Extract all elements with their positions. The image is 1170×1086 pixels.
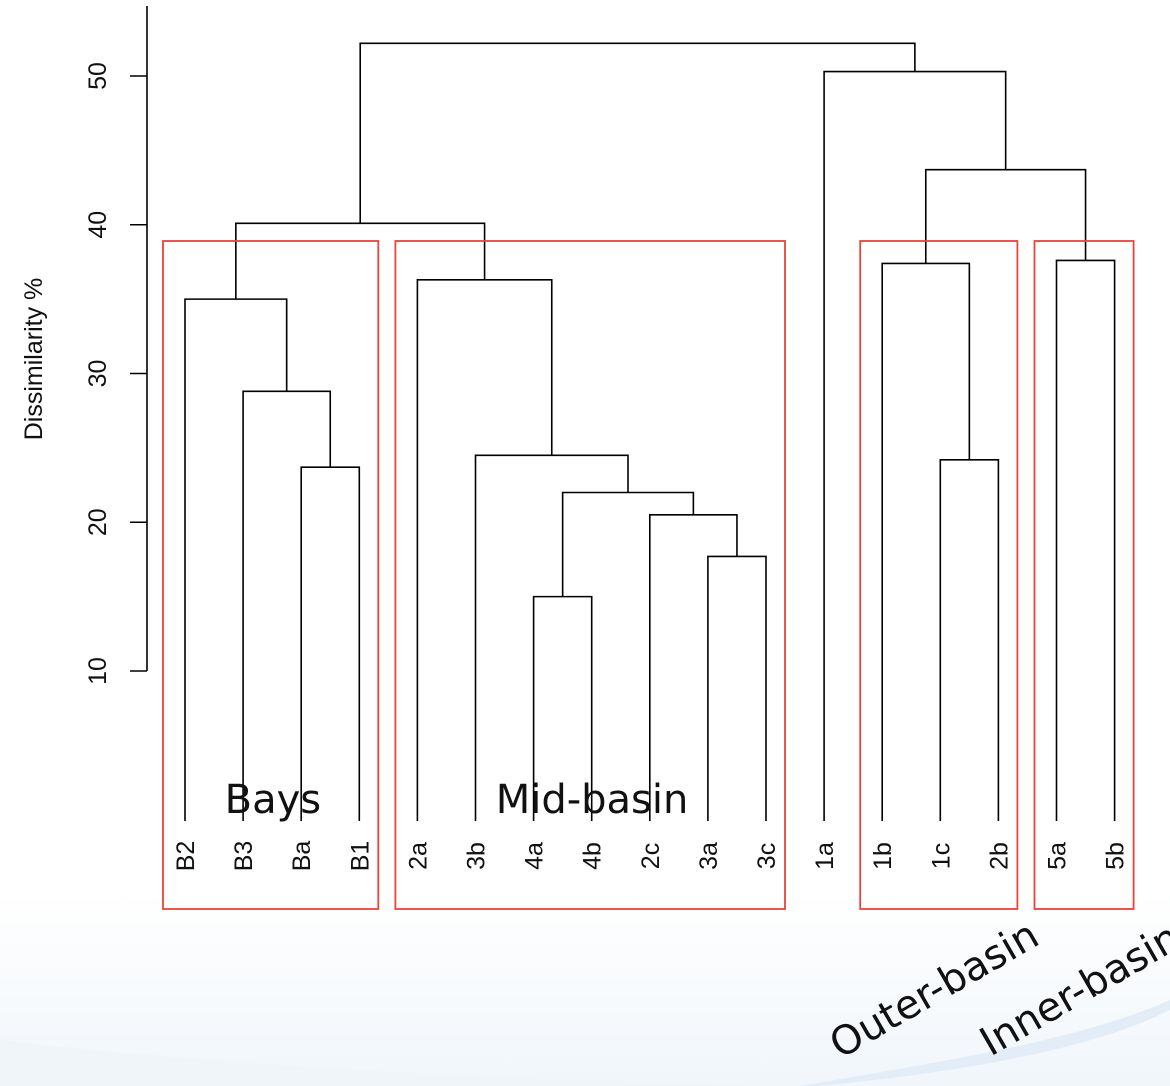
- dendrogram-link: [242, 390, 332, 821]
- dendrogram-link: [184, 298, 288, 821]
- cluster-box: [1033, 240, 1135, 910]
- cluster-box: [162, 240, 380, 910]
- cluster-box: [859, 240, 1019, 910]
- dendrogram-link: [474, 454, 629, 821]
- dendrogram-link: [707, 555, 767, 821]
- dendrogram-link: [359, 42, 916, 224]
- leaf-label: 1a: [811, 842, 839, 870]
- leaf-label: 3b: [463, 842, 491, 870]
- y-tick-label: 30: [84, 360, 112, 388]
- cluster-box: [394, 240, 786, 910]
- leaf-label: 3c: [753, 843, 781, 869]
- y-tick-label: 20: [84, 508, 112, 536]
- y-axis: 10 20 30 40 50: [84, 6, 148, 685]
- dendrogram-link: [924, 168, 1087, 264]
- leaf-label: B1: [346, 841, 374, 872]
- dendrogram-link: [649, 514, 738, 821]
- leaf-labels: B2 B3 Ba B1 2a 3b 4a 4b 2c 3a 3c 1a 1b 1c 2b 5a 5b: [172, 841, 1130, 872]
- leaf-label: B3: [230, 841, 258, 872]
- leaf-label: 4a: [521, 842, 549, 870]
- dendrogram-link: [416, 278, 553, 821]
- leaf-label: 2c: [637, 843, 665, 869]
- leaf-label: 2a: [404, 842, 432, 870]
- group-label: Bays: [224, 777, 322, 823]
- leaf-label: 1b: [869, 842, 897, 870]
- dendrogram-link: [300, 466, 361, 821]
- leaf-label: 5b: [1102, 842, 1130, 870]
- leaf-label: B2: [172, 841, 200, 872]
- dendrogram-tree: [184, 42, 1116, 821]
- dendrogram-link: [939, 458, 1000, 821]
- leaf-label: 2b: [985, 842, 1013, 870]
- dendrogram-link: [881, 262, 971, 821]
- y-tick-label: 50: [84, 62, 112, 90]
- leaf-label: 3a: [695, 842, 723, 870]
- leaf-label: 1c: [927, 843, 955, 869]
- leaf-label: 5a: [1044, 842, 1072, 870]
- y-tick-label: 10: [84, 657, 112, 685]
- y-axis-label: Dissimilarity %: [20, 278, 48, 441]
- cluster-boxes: [162, 240, 1135, 910]
- leaf-label: Ba: [288, 841, 316, 872]
- dendrogram-link: [1055, 259, 1116, 821]
- dendrogram-link: [235, 222, 486, 300]
- leaf-label: 4b: [579, 842, 607, 870]
- y-tick-label: 40: [84, 211, 112, 239]
- dendrogram-link: [561, 491, 695, 597]
- dendrogram-link: [823, 70, 1007, 821]
- group-label: Mid-basin: [495, 777, 689, 823]
